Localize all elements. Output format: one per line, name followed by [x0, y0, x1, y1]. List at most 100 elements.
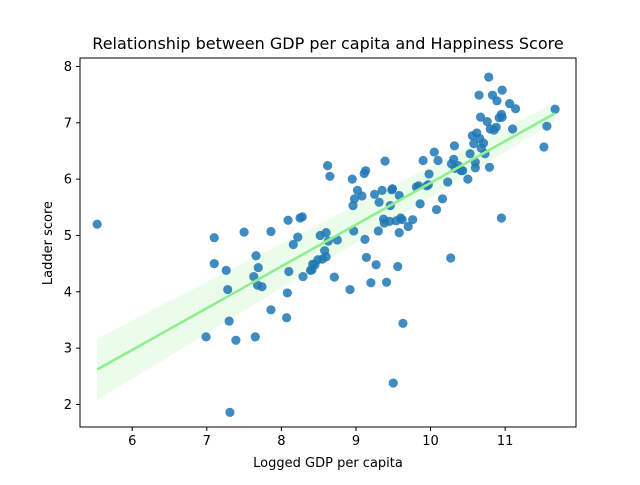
y-tick-label: 7: [64, 116, 72, 131]
data-point: [370, 189, 380, 199]
data-point: [381, 277, 392, 287]
data-point: [253, 262, 263, 273]
chart-title: Relationship between GDP per capita and …: [92, 34, 563, 53]
y-axis-label: Ladder score: [41, 201, 56, 285]
data-point: [429, 147, 439, 157]
data-point: [496, 213, 507, 223]
data-point: [349, 194, 360, 204]
data-point: [433, 155, 443, 166]
data-point: [347, 174, 357, 184]
data-point: [484, 162, 495, 172]
data-point: [550, 104, 560, 114]
data-point: [231, 335, 241, 345]
data-point: [239, 227, 249, 237]
data-point: [482, 117, 492, 127]
data-point: [487, 90, 498, 100]
data-point: [361, 166, 371, 176]
data-point: [403, 221, 413, 232]
x-axis-label: Logged GDP per capita: [253, 456, 403, 471]
data-point: [298, 271, 308, 282]
data-point: [92, 219, 102, 229]
data-point: [443, 177, 453, 187]
data-point: [352, 185, 363, 195]
data-point: [510, 104, 521, 114]
data-point: [388, 378, 398, 388]
data-point: [201, 332, 211, 342]
data-point: [397, 215, 407, 225]
data-point: [308, 259, 318, 269]
data-point: [374, 197, 384, 207]
data-point: [266, 226, 276, 237]
x-tick-label: 9: [352, 434, 360, 449]
data-point: [329, 272, 339, 282]
x-tick-label: 10: [422, 434, 439, 449]
data-point: [282, 288, 292, 298]
data-point: [250, 332, 260, 342]
data-point: [384, 216, 395, 226]
data-point: [361, 252, 372, 263]
data-point: [539, 142, 549, 152]
data-point: [398, 318, 408, 328]
data-point: [465, 149, 475, 159]
data-point: [209, 259, 219, 269]
data-point: [321, 252, 331, 262]
y-tick-label: 4: [64, 285, 72, 300]
data-point: [323, 161, 333, 171]
data-point: [437, 194, 448, 204]
data-point: [377, 185, 387, 195]
data-point: [484, 72, 494, 82]
data-point: [209, 233, 219, 243]
data-point: [282, 313, 292, 323]
data-point: [393, 261, 403, 272]
data-point: [266, 305, 276, 315]
data-point: [474, 90, 484, 100]
y-tick-label: 6: [64, 173, 72, 188]
data-point: [293, 232, 303, 242]
data-point: [224, 316, 234, 326]
data-point: [360, 234, 370, 245]
data-point: [458, 166, 468, 176]
data-point: [394, 228, 404, 238]
data-point: [284, 266, 294, 277]
data-point: [418, 155, 428, 166]
data-point: [257, 282, 267, 292]
data-point: [463, 174, 473, 184]
data-point: [321, 228, 331, 238]
y-tick-label: 8: [64, 60, 72, 75]
data-point: [508, 124, 518, 134]
data-point: [380, 156, 390, 166]
data-point: [366, 278, 376, 288]
data-point: [431, 204, 442, 215]
data-point: [449, 141, 460, 151]
y-tick-label: 2: [64, 398, 72, 413]
data-point: [251, 251, 261, 261]
x-tick-label: 7: [203, 434, 211, 449]
x-tick-label: 11: [497, 434, 514, 449]
data-point: [497, 85, 507, 95]
data-point: [325, 171, 335, 181]
data-point: [345, 284, 355, 295]
data-point: [297, 212, 307, 222]
data-point: [497, 112, 507, 122]
data-point: [283, 215, 293, 225]
plot-area: 6 7 8 9 10 11 2 3 4 5 6 7 8: [64, 57, 577, 449]
data-point: [371, 260, 381, 270]
data-point: [373, 226, 383, 236]
data-point: [249, 271, 259, 282]
data-point: [223, 284, 233, 295]
data-point: [415, 199, 425, 209]
y-tick-label: 5: [64, 229, 72, 244]
data-point: [475, 112, 486, 122]
data-point: [387, 184, 398, 194]
data-point: [478, 138, 489, 148]
data-point: [408, 215, 418, 225]
x-tick-label: 8: [277, 434, 285, 449]
data-point: [288, 239, 298, 250]
y-tick-label: 3: [64, 342, 72, 357]
regression-line: [96, 112, 556, 371]
data-point: [446, 253, 456, 263]
data-point: [221, 265, 231, 275]
data-point: [491, 122, 501, 132]
